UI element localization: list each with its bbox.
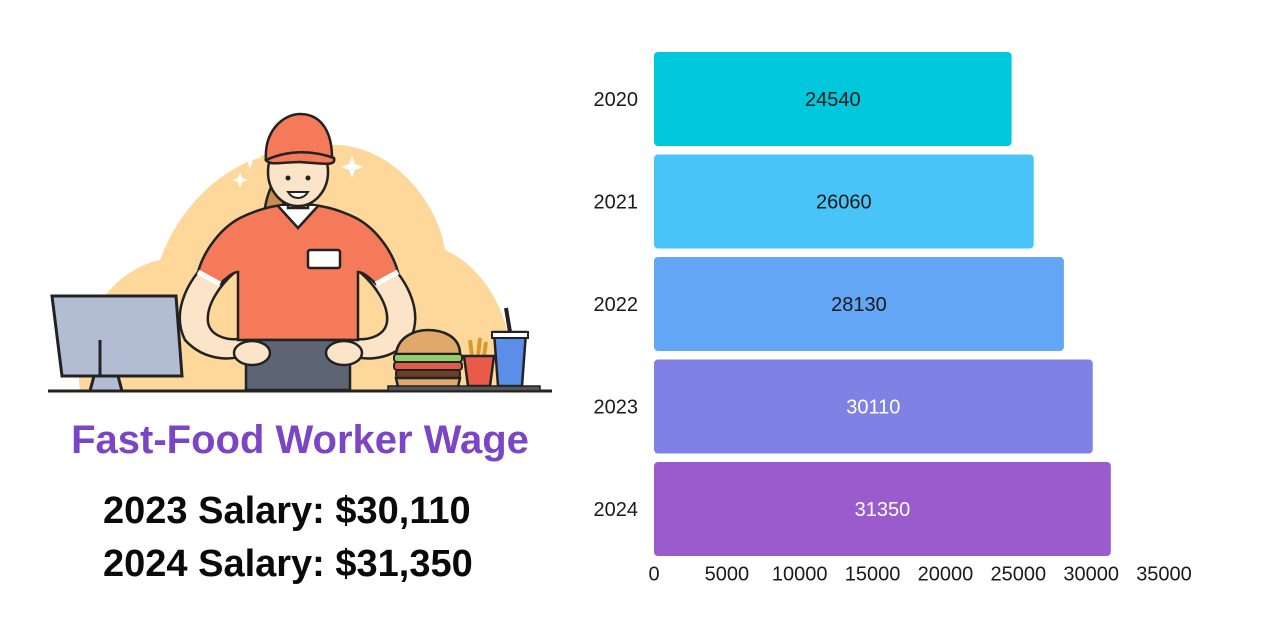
x-tick-label: 25000 <box>990 564 1046 586</box>
x-tick-label: 5000 <box>705 564 750 586</box>
x-tick-label: 15000 <box>845 564 901 586</box>
data-label-2024: 31350 <box>855 499 911 521</box>
category-label-2022: 2022 <box>594 294 639 316</box>
salary-2023-text: 2023 Salary: $30,110 <box>103 490 471 532</box>
category-label-2024: 2024 <box>594 499 639 521</box>
x-tick-label: 35000 <box>1136 564 1192 586</box>
category-label-2023: 2023 <box>594 397 639 419</box>
x-tick-label: 30000 <box>1063 564 1119 586</box>
x-tick-label: 20000 <box>918 564 974 586</box>
bar-2022 <box>654 257 1064 351</box>
monitor-icon <box>50 294 184 393</box>
data-label-2021: 26060 <box>816 192 872 214</box>
data-label-2023: 30110 <box>846 397 900 419</box>
fries-icon <box>462 337 496 388</box>
bar-2020 <box>654 52 1012 146</box>
fast-food-worker-illustration <box>48 112 552 393</box>
bar-2023 <box>654 359 1093 454</box>
salary-2024-text: 2024 Salary: $31,350 <box>103 543 473 585</box>
salary-bar-chart: 24540 2020 26060 2021 28130 2022 30110 2023 3135… <box>594 52 1192 586</box>
bar-2024 <box>654 462 1111 556</box>
category-label-2021: 2021 <box>594 192 639 214</box>
x-tick-label: 10000 <box>772 564 828 586</box>
category-label-2020: 2020 <box>594 89 639 111</box>
bar-2021 <box>654 154 1034 249</box>
x-tick-label: 0 <box>648 564 659 586</box>
burger-icon <box>393 328 463 389</box>
data-label-2022: 28130 <box>831 294 887 316</box>
data-label-2020: 24540 <box>805 89 861 111</box>
page-title: Fast-Food Worker Wage <box>71 418 529 462</box>
sparkle-icons <box>232 145 363 188</box>
